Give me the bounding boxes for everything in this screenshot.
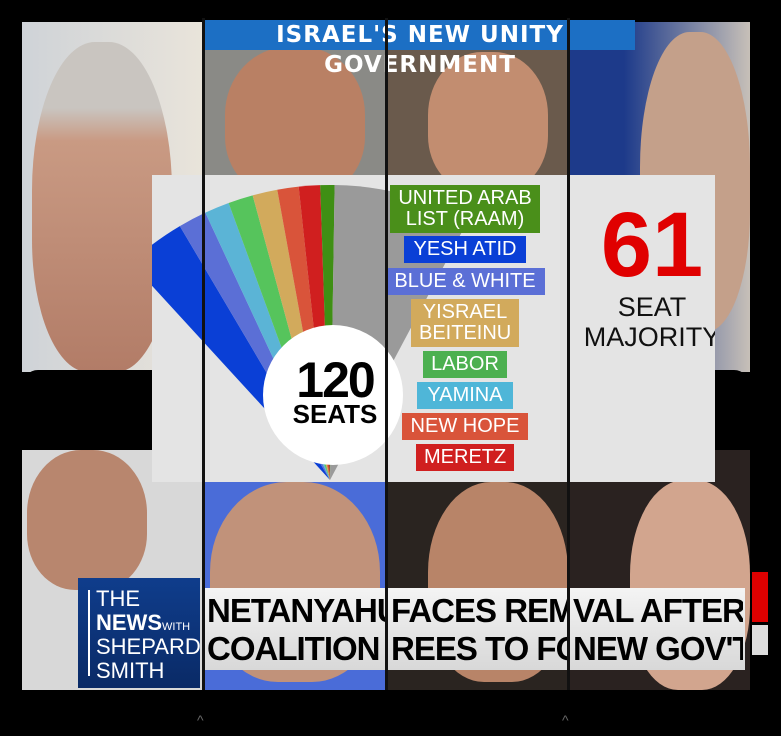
seat-total-number: 120 (296, 352, 374, 408)
banner-title: ISRAEL'S NEW UNITY GOVERNMENT (205, 20, 635, 78)
legend-label: YESH ATID (413, 238, 517, 260)
seat-total-badge-point (264, 407, 402, 463)
legend-label: LIST (RAAM) (405, 208, 525, 230)
logo-line2: NEWSWITH (96, 612, 190, 638)
legend-item: NEW HOPE (402, 413, 528, 440)
headline-line: NETANYAHU (207, 592, 385, 629)
logo-news: NEWS (96, 610, 162, 635)
logo-line3: SHEPARD (96, 634, 201, 659)
red-tab (752, 572, 768, 622)
headline-bar: NETANYAHU COALITION AG FACES REMO REES T… (203, 588, 745, 670)
legend-label: BLUE & WHITE (394, 270, 536, 292)
headline-line: VAL AFTER (573, 592, 743, 629)
headline-line: NEW GOV'T (573, 630, 743, 667)
headline-cell: NETANYAHU COALITION AG (207, 588, 385, 670)
majority-number: 61 (600, 194, 704, 296)
legend-label: UNITED ARAB (398, 187, 532, 209)
legend-label: YAMINA (427, 384, 503, 406)
legend-item: YISRAEL BEITEINU (411, 299, 519, 347)
majority-label-line2: MAJORITY (583, 322, 715, 352)
legend-item: YAMINA (417, 382, 513, 409)
legend-item: BLUE & WHITE (385, 268, 545, 295)
logo-line1: THE (96, 586, 140, 611)
headline-line: FACES REMO (391, 592, 569, 629)
legend-label: NEW HOPE (410, 415, 520, 437)
seat-total-label: SEATS (293, 399, 378, 429)
screen-divider (385, 18, 388, 690)
legend-label: BEITEINU (419, 322, 512, 344)
white-tab (752, 625, 768, 655)
caret-icon: ^ (562, 712, 569, 728)
caret-icon: ^ (197, 712, 204, 728)
screen-divider (567, 18, 570, 690)
headline-line: REES TO FORM (391, 630, 569, 667)
headline-cell: FACES REMO REES TO FORM (391, 588, 569, 670)
majority-label-line1: SEAT (617, 292, 687, 322)
headline-line: COALITION AG (207, 630, 385, 667)
legend-item: YESH ATID (404, 236, 526, 263)
screen-divider (202, 18, 205, 690)
legend-label: YISRAEL (422, 301, 508, 323)
legend-item: LABOR (423, 351, 507, 378)
show-logo: THE NEWSWITH SHEPARD SMITH (78, 578, 201, 688)
legend-label: MERETZ (424, 446, 507, 468)
seat-graphic-panel: 120 SEATS UNITED ARAB LIST (RAAM) YESH ATID… (152, 175, 715, 482)
headline-cell: VAL AFTER NEW GOV'T (573, 588, 743, 670)
logo-with: WITH (162, 621, 191, 633)
legend-label: LABOR (431, 353, 499, 375)
logo-line4: SMITH (96, 658, 165, 683)
legend-item: MERETZ (416, 444, 514, 471)
legend-item: UNITED ARAB LIST (RAAM) (390, 185, 540, 233)
